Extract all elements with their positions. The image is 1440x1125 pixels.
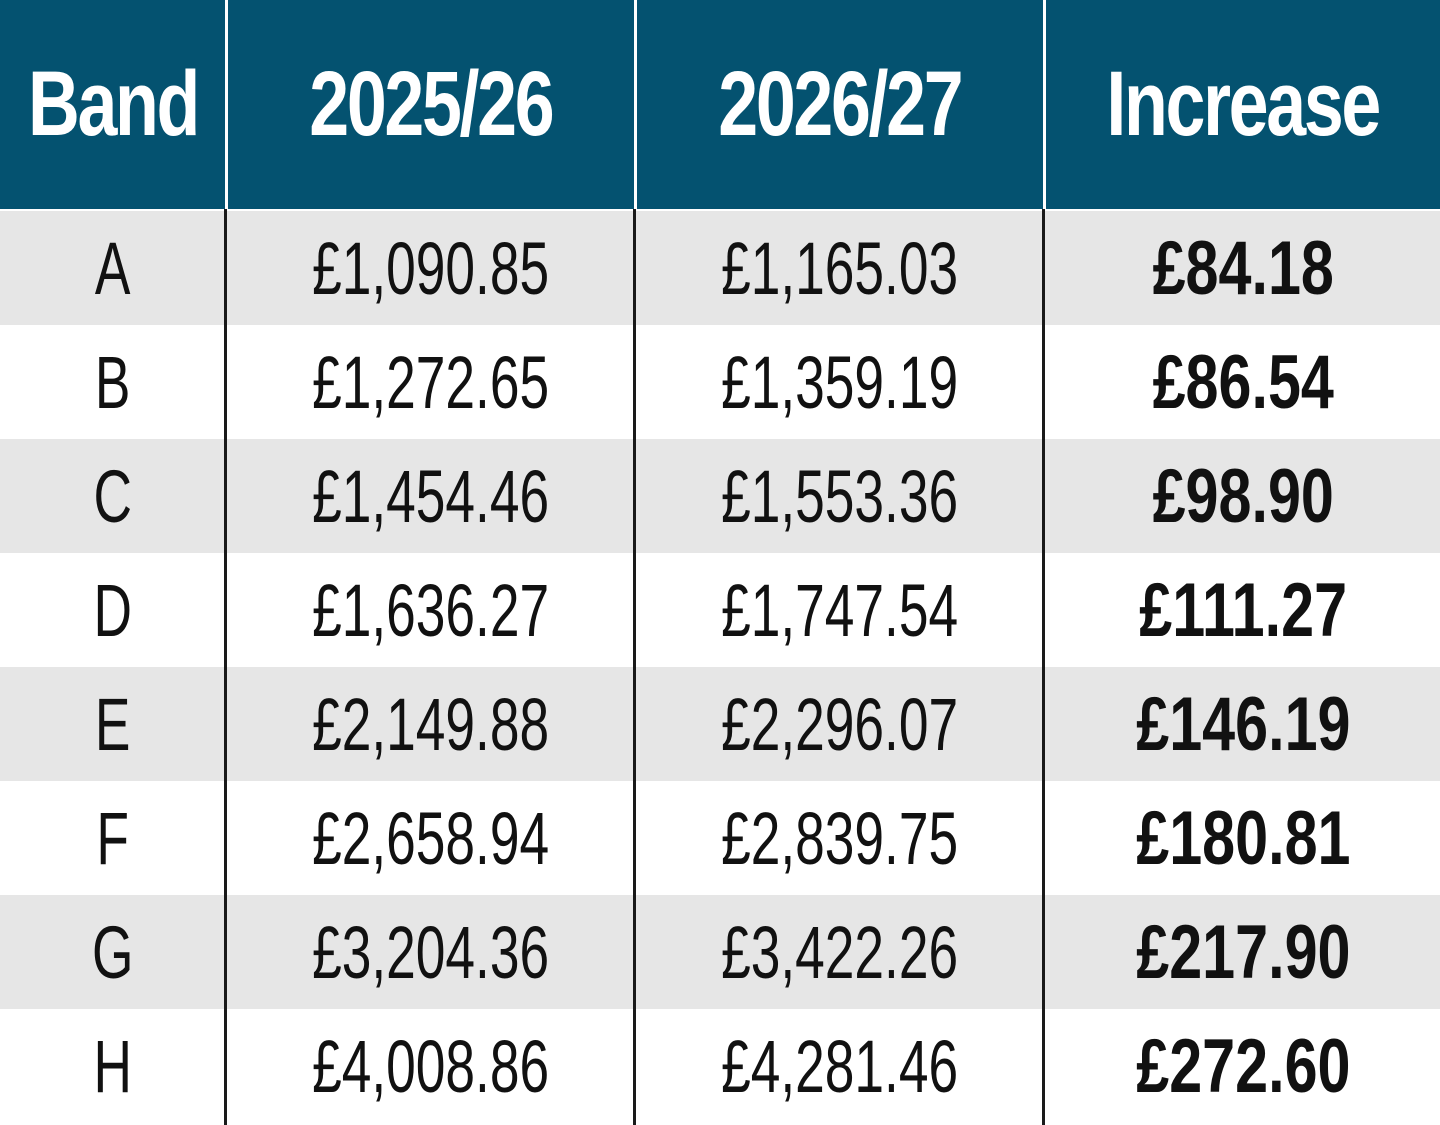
rate-2026-27-cell: £3,422.26	[721, 910, 959, 994]
column-divider	[224, 209, 227, 1125]
table-row: H £4,008.86 £4,281.46 £272.60	[0, 1009, 1440, 1123]
header-divider	[225, 0, 228, 209]
table-row: E £2,149.88 £2,296.07 £146.19	[0, 667, 1440, 781]
header-row: Band 2025/26 2026/27 Increase	[0, 0, 1440, 209]
table-row: B £1,272.65 £1,359.19 £86.54	[0, 325, 1440, 439]
increase-cell: £146.19	[1135, 681, 1351, 767]
rate-2026-27-cell: £4,281.46	[721, 1024, 959, 1108]
rate-2026-27-cell: £1,553.36	[721, 454, 959, 538]
increase-cell: £84.18	[1152, 225, 1334, 311]
increase-cell: £272.60	[1135, 1023, 1351, 1109]
header-increase: Increase	[1106, 53, 1382, 155]
band-cell: E	[95, 682, 131, 766]
band-cell: A	[95, 226, 131, 310]
table-row: D £1,636.27 £1,747.54 £111.27	[0, 553, 1440, 667]
rate-2026-27-cell: £2,839.75	[721, 796, 959, 880]
column-divider	[1042, 209, 1045, 1125]
rate-2026-27-cell: £1,359.19	[721, 340, 959, 424]
rate-2026-27-cell: £2,296.07	[721, 682, 959, 766]
rate-2025-26-cell: £1,454.46	[312, 454, 550, 538]
column-divider	[633, 209, 636, 1125]
band-cell: H	[93, 1024, 133, 1108]
increase-cell: £86.54	[1152, 339, 1334, 425]
header-divider	[1043, 0, 1046, 209]
rate-2025-26-cell: £2,658.94	[312, 796, 550, 880]
header-divider	[634, 0, 637, 209]
table-row: A £1,090.85 £1,165.03 £84.18	[0, 211, 1440, 325]
header-2026-27: 2026/27	[718, 53, 963, 155]
rate-2025-26-cell: £1,636.27	[312, 568, 550, 652]
table-row: C £1,454.46 £1,553.36 £98.90	[0, 439, 1440, 553]
rate-2026-27-cell: £1,165.03	[721, 226, 959, 310]
rate-2025-26-cell: £3,204.36	[312, 910, 550, 994]
table-row: F £2,658.94 £2,839.75 £180.81	[0, 781, 1440, 895]
rate-2025-26-cell: £1,272.65	[312, 340, 550, 424]
increase-cell: £98.90	[1152, 453, 1334, 539]
rate-2025-26-cell: £1,090.85	[312, 226, 550, 310]
rate-2025-26-cell: £2,149.88	[312, 682, 550, 766]
table-row: G £3,204.36 £3,422.26 £217.90	[0, 895, 1440, 1009]
header-2025-26: 2025/26	[309, 53, 554, 155]
band-cell: F	[96, 796, 130, 880]
increase-cell: £111.27	[1139, 567, 1347, 653]
increase-cell: £180.81	[1135, 795, 1351, 881]
band-cell: B	[95, 340, 131, 424]
header-band: Band	[27, 53, 200, 155]
band-cell: C	[93, 454, 133, 538]
increase-cell: £217.90	[1135, 909, 1351, 995]
band-cell: D	[93, 568, 133, 652]
rate-2026-27-cell: £1,747.54	[721, 568, 959, 652]
rate-2025-26-cell: £4,008.86	[312, 1024, 550, 1108]
band-cell: G	[92, 910, 134, 994]
